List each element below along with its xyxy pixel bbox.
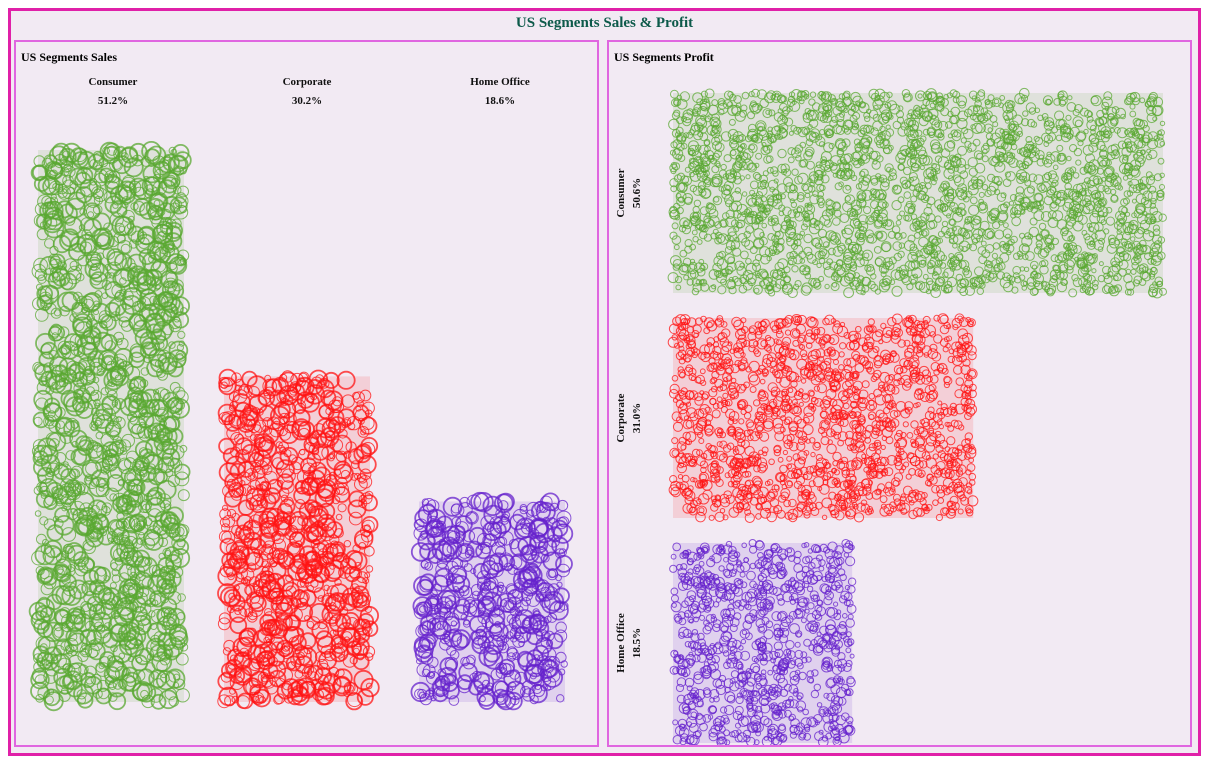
profit-category-label: Home Office [615,613,627,673]
sales-chart-title: US Segments Sales [21,50,118,64]
sales-chart: Consumer 51.2% Corporate 30.2% Home Office 18… [28,76,574,712]
profit-bar-corporate [667,313,979,523]
dashboard-frame: US Segments Sales & Profit US Segments S… [8,8,1201,756]
sales-value-label: 51.2% [98,95,128,107]
profit-chart: Consumer 50.6% Corporate 31.0% Home Office 18… [615,87,1167,745]
sales-bar-home-office [410,491,574,711]
profit-chart-title: US Segments Profit [614,50,714,64]
sales-category-label: Consumer [89,76,138,88]
profit-value-label: 50.6% [631,178,643,208]
profit-value-label: 31.0% [631,403,643,433]
sales-category-label: Home Office [470,76,530,88]
profit-value-label: 18.5% [631,628,643,658]
sales-panel: US Segments Sales Consumer 51.2% Corporate… [14,40,599,747]
sales-category-label: Corporate [283,76,332,88]
profit-panel: US Segments Profit Consumer 50.6% Corporat… [607,40,1192,747]
profit-category-label: Consumer [615,168,627,217]
sales-value-label: 18.6% [485,95,515,107]
profit-category-label: Corporate [615,393,627,442]
sales-value-label: 30.2% [292,95,322,107]
sales-bar-corporate [217,368,380,711]
dashboard-title: US Segments Sales & Profit [515,15,694,31]
profit-bar-consumer [667,87,1167,299]
profit-bar-home-office [669,539,857,745]
sales-bar-consumer [28,140,192,712]
